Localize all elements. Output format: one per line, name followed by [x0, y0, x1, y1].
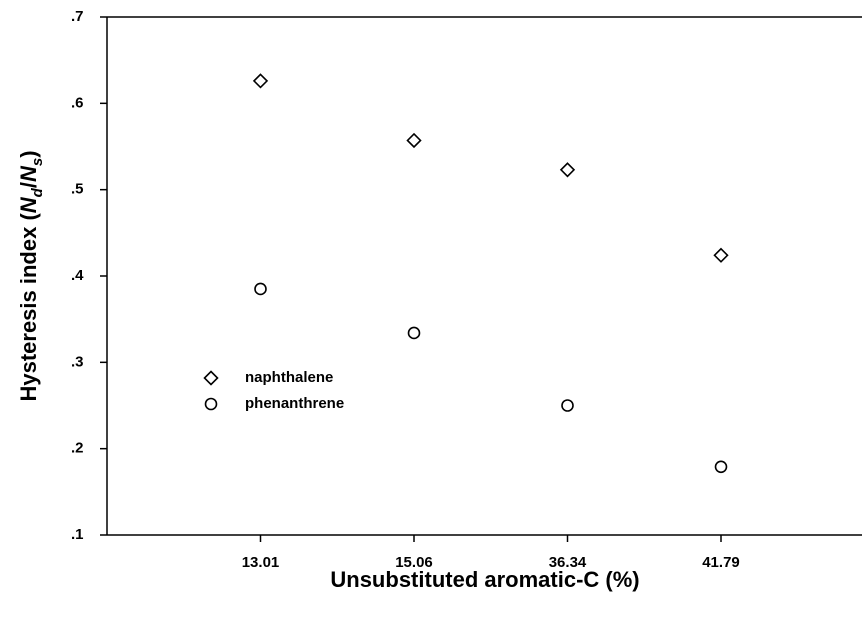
- data-point: [252, 73, 269, 89]
- y-tick-label: .7: [71, 8, 84, 25]
- y-tick-label: .3: [71, 353, 84, 370]
- legend-label: naphthalene: [245, 369, 333, 386]
- x-axis-title: Unsubstituted aromatic-C (%): [330, 567, 639, 592]
- legend-label: phenanthrene: [245, 395, 344, 412]
- y-tick-label: .6: [71, 94, 84, 111]
- y-axis-title-part: s: [29, 158, 46, 166]
- legend-marker: [204, 397, 218, 411]
- data-point: [713, 247, 729, 263]
- legend-marker: [203, 370, 219, 386]
- y-axis-title-part: ): [16, 150, 41, 157]
- y-tick-label: .2: [71, 440, 84, 457]
- y-axis-title: Hysteresis index (Nd/Ns): [16, 150, 47, 401]
- y-axis-title-part: N: [16, 196, 41, 213]
- data-point: [407, 326, 421, 340]
- x-tick-label: 13.01: [242, 554, 280, 571]
- data-point: [254, 282, 267, 296]
- x-tick-label: 41.79: [702, 554, 740, 571]
- data-point: [561, 399, 574, 412]
- y-axis-title-part: N: [16, 165, 41, 182]
- data-point: [559, 162, 576, 178]
- y-tick-label: .4: [71, 267, 84, 284]
- y-axis-title-part: /: [16, 182, 41, 188]
- y-tick-label: .1: [71, 526, 84, 543]
- x-tick-label: 36.34: [549, 554, 587, 571]
- y-axis-title-part: Hysteresis index (: [16, 213, 41, 402]
- data-point: [406, 132, 422, 149]
- x-tick-label: 15.06: [395, 554, 433, 571]
- y-axis-title-part: d: [29, 187, 46, 197]
- y-tick-label: .5: [71, 181, 84, 198]
- data-point: [714, 460, 728, 474]
